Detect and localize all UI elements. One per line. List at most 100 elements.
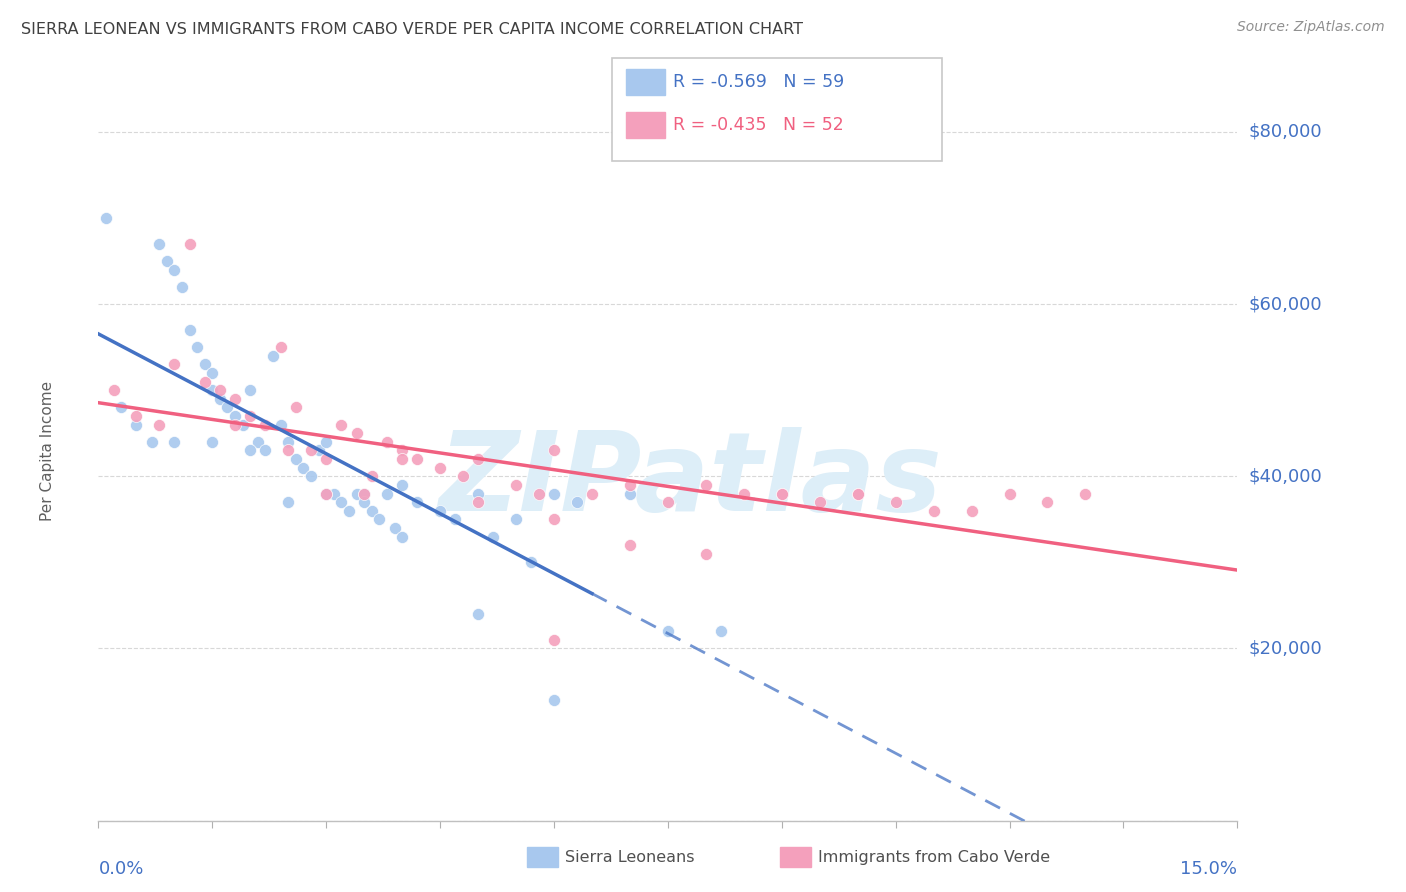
- Point: [733, 486, 755, 500]
- Point: [657, 495, 679, 509]
- Point: [695, 478, 717, 492]
- Point: [315, 486, 337, 500]
- Point: [1036, 495, 1059, 509]
- Point: [315, 452, 337, 467]
- Point: [467, 486, 489, 500]
- Point: [467, 452, 489, 467]
- Point: [391, 452, 413, 467]
- Point: [353, 486, 375, 500]
- Point: [186, 340, 208, 354]
- Point: [520, 555, 543, 569]
- Point: [565, 495, 588, 509]
- Point: [148, 417, 170, 432]
- Point: [808, 495, 831, 509]
- Point: [103, 383, 125, 397]
- Point: [543, 632, 565, 647]
- Point: [170, 280, 193, 294]
- Point: [239, 383, 262, 397]
- Point: [254, 443, 277, 458]
- Point: [657, 624, 679, 639]
- Text: $60,000: $60,000: [1249, 295, 1322, 313]
- Point: [208, 392, 231, 406]
- Text: ZIPatlas: ZIPatlas: [439, 426, 942, 533]
- Point: [467, 495, 489, 509]
- Text: Per Capita Income: Per Capita Income: [39, 380, 55, 521]
- Point: [299, 443, 322, 458]
- Point: [224, 417, 246, 432]
- Point: [360, 504, 382, 518]
- Point: [163, 434, 186, 449]
- Point: [284, 452, 307, 467]
- Point: [179, 323, 201, 337]
- Point: [110, 401, 132, 415]
- Point: [451, 469, 474, 483]
- Point: [125, 409, 148, 423]
- Point: [239, 409, 262, 423]
- Point: [224, 409, 246, 423]
- Point: [201, 434, 224, 449]
- Point: [94, 211, 117, 225]
- Point: [391, 478, 413, 492]
- Point: [695, 547, 717, 561]
- Point: [846, 486, 869, 500]
- Point: [543, 512, 565, 526]
- Point: [505, 478, 527, 492]
- Point: [299, 469, 322, 483]
- Point: [368, 512, 391, 526]
- Point: [330, 417, 353, 432]
- Text: Source: ZipAtlas.com: Source: ZipAtlas.com: [1237, 20, 1385, 34]
- Point: [201, 366, 224, 380]
- Point: [384, 521, 406, 535]
- Point: [308, 443, 330, 458]
- Point: [239, 443, 262, 458]
- Point: [315, 434, 337, 449]
- Point: [179, 236, 201, 251]
- Point: [337, 504, 360, 518]
- Point: [482, 530, 505, 544]
- Point: [270, 417, 292, 432]
- Point: [922, 504, 945, 518]
- Point: [619, 538, 641, 552]
- Point: [505, 512, 527, 526]
- Point: [429, 504, 451, 518]
- Text: R = -0.569   N = 59: R = -0.569 N = 59: [673, 73, 845, 91]
- Point: [277, 443, 299, 458]
- Point: [406, 495, 429, 509]
- Point: [277, 495, 299, 509]
- Point: [710, 624, 733, 639]
- Text: Immigrants from Cabo Verde: Immigrants from Cabo Verde: [818, 850, 1050, 864]
- Point: [315, 486, 337, 500]
- Point: [391, 530, 413, 544]
- Point: [770, 486, 793, 500]
- Point: [346, 426, 368, 441]
- Point: [770, 486, 793, 500]
- Point: [406, 452, 429, 467]
- Point: [148, 236, 170, 251]
- Point: [998, 486, 1021, 500]
- Point: [619, 486, 641, 500]
- Point: [375, 486, 398, 500]
- Point: [543, 693, 565, 707]
- Point: [1074, 486, 1097, 500]
- Point: [527, 486, 550, 500]
- Point: [163, 357, 186, 371]
- Point: [270, 340, 292, 354]
- Text: Sierra Leoneans: Sierra Leoneans: [565, 850, 695, 864]
- Text: $80,000: $80,000: [1249, 123, 1322, 141]
- Point: [429, 460, 451, 475]
- Point: [391, 443, 413, 458]
- Point: [884, 495, 907, 509]
- Point: [346, 486, 368, 500]
- Text: $40,000: $40,000: [1249, 467, 1322, 485]
- Point: [194, 357, 217, 371]
- Point: [125, 417, 148, 432]
- Point: [467, 607, 489, 621]
- Text: 15.0%: 15.0%: [1180, 860, 1237, 878]
- Point: [141, 434, 163, 449]
- Point: [353, 495, 375, 509]
- Point: [619, 478, 641, 492]
- Point: [201, 383, 224, 397]
- Point: [224, 392, 246, 406]
- Point: [330, 495, 353, 509]
- Point: [543, 486, 565, 500]
